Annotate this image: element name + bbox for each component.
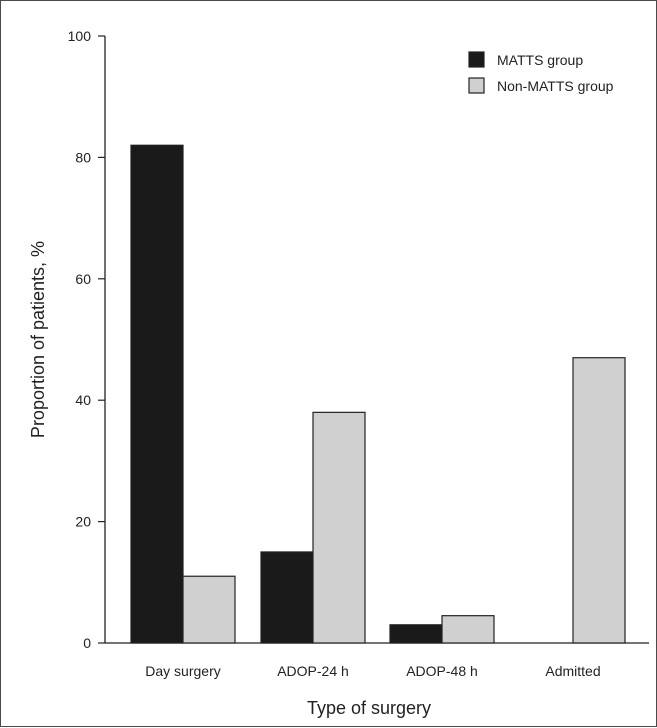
x-tick-label: ADOP-48 h [406,663,478,679]
bar-matts-adop-24-h [260,551,314,644]
y-tick-label: 80 [75,149,91,165]
bar-matts-day-surgery [130,144,184,644]
bar-non-matts-admitted [572,357,626,644]
legend-label: MATTS group [497,52,583,68]
legend: MATTS group Non-MATTS group [468,51,614,94]
legend-swatch [468,77,485,94]
legend-label: Non-MATTS group [497,78,614,94]
bars [130,144,626,644]
x-axis-title: Type of surgery [307,698,431,718]
y-tick-label: 40 [75,392,91,408]
y-tick-label: 0 [83,635,91,651]
bar-matts-adop-48-h [389,624,443,644]
y-axis-title: Proportion of patients, % [28,241,48,438]
x-tick-label: ADOP-24 h [277,663,349,679]
y-tick-label: 60 [75,271,91,287]
x-axis-tick-labels: Day surgery ADOP-24 h ADOP-48 h Admitted [145,663,600,679]
legend-swatch [468,51,485,68]
axes [104,36,649,644]
bar-non-matts-adop-24-h [312,411,366,644]
x-tick-label: Day surgery [145,663,220,679]
bar-non-matts-day-surgery [182,575,236,644]
x-tick-label: Admitted [545,663,600,679]
y-tick-label: 20 [75,514,91,530]
y-tick-label: 100 [68,28,92,44]
y-axis-ticks: 0 20 40 60 80 100 [68,28,105,651]
bar-non-matts-adop-48-h [441,615,495,644]
